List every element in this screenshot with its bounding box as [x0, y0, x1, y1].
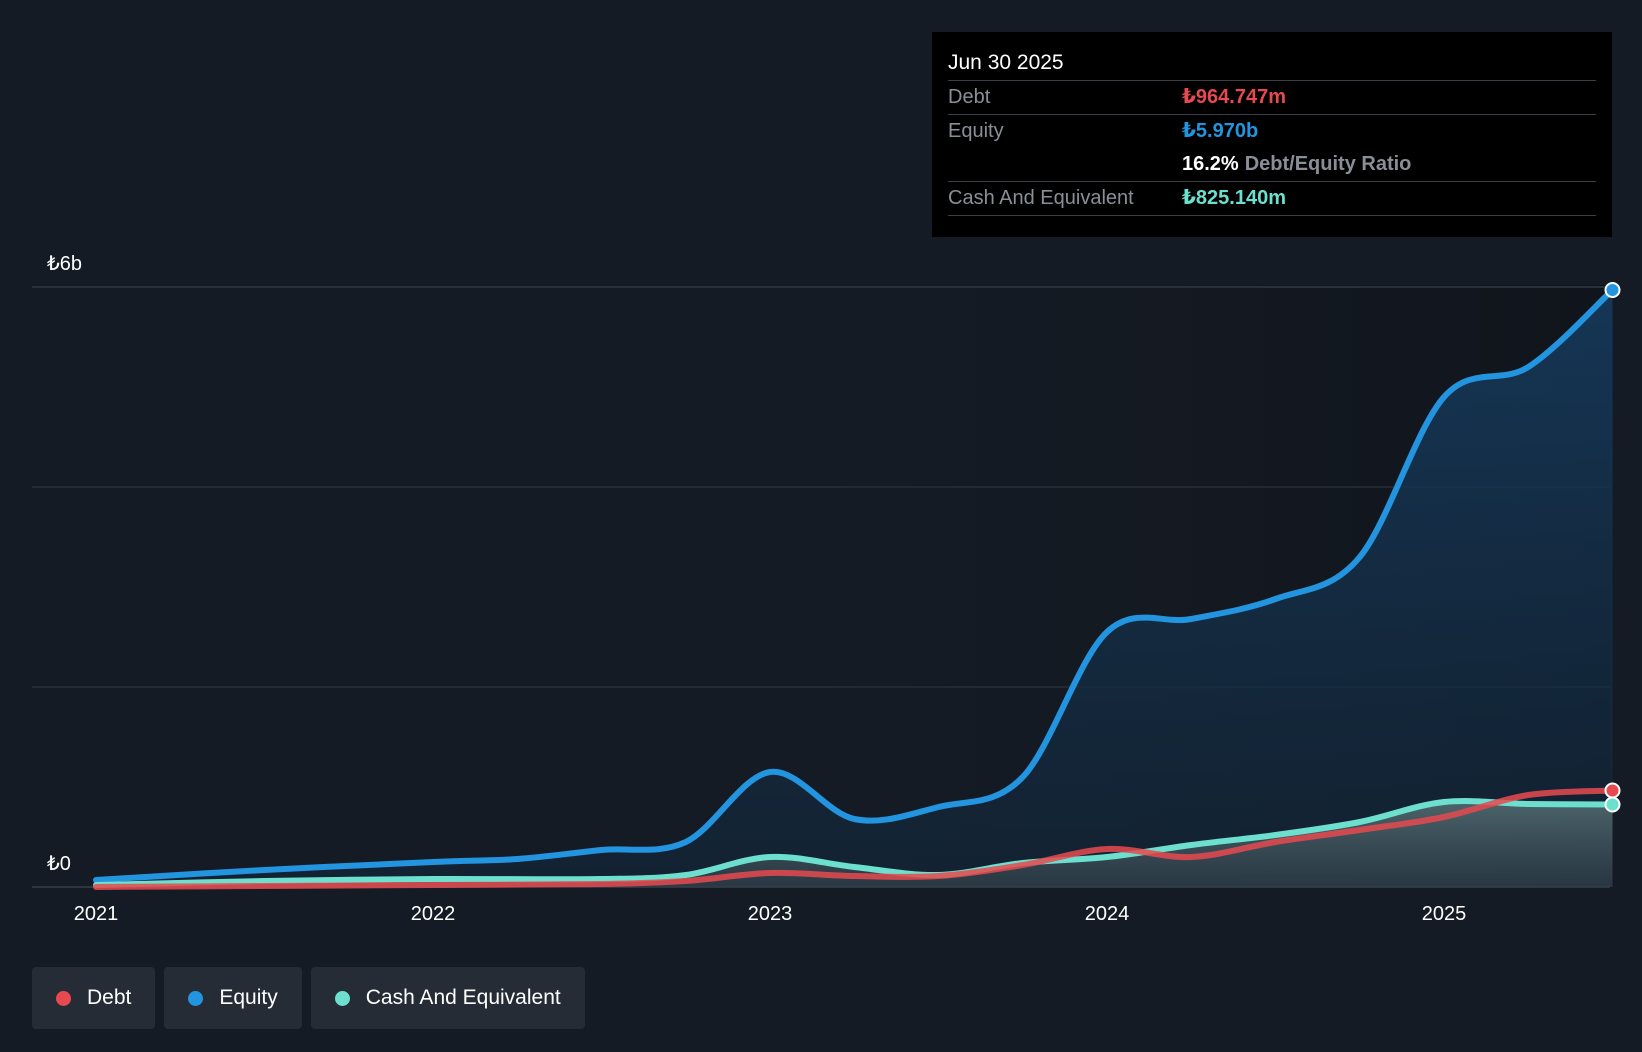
axis-labels: ₺6b ₺0 2021 2022 2023 2024 2025 [47, 253, 1466, 925]
y-tick-label-zero: ₺0 [47, 853, 71, 875]
legend-label-cash: Cash And Equivalent [365, 986, 561, 1009]
series-lines [93, 287, 1616, 890]
tooltip-cash-value: ₺825.140m [1182, 187, 1286, 209]
x-tick-label-2021: 2021 [74, 903, 119, 925]
tooltip-debt-row: Debt ₺964.747m [948, 81, 1596, 115]
x-tick-label-2025: 2025 [1422, 903, 1467, 925]
end-marker-cash-and-equivalent [1604, 796, 1621, 813]
series-line-equity [93, 287, 1616, 883]
tooltip-cash-label: Cash And Equivalent [948, 187, 1134, 209]
area-fills [96, 290, 1613, 887]
legend-item-debt[interactable]: Debt [32, 967, 156, 1029]
y-tick-label-top: ₺6b [47, 253, 82, 275]
area-cash-and-equivalent [96, 800, 1613, 887]
tooltip-equity-row: Equity ₺5.970b [948, 115, 1596, 148]
debt-dot-icon [56, 990, 71, 1006]
end-marker-debt [1604, 782, 1621, 799]
equity-dot-icon [188, 990, 204, 1006]
tooltip-debt-value: ₺964.747m [1182, 86, 1286, 108]
cash-dot-icon [334, 990, 350, 1006]
legend-label-equity: Equity [219, 986, 278, 1009]
tooltip-cash-row: Cash And Equivalent ₺825.140m [948, 182, 1596, 216]
tooltip-equity-label: Equity [948, 120, 1004, 142]
tooltip-ratio-spacer [948, 148, 1182, 181]
x-tick-label-2022: 2022 [411, 903, 456, 925]
end-markers [1604, 282, 1621, 813]
legend-item-cash[interactable]: Cash And Equivalent [310, 967, 585, 1029]
series-line-debt [93, 787, 1616, 890]
tooltip-ratio-row: 16.2% Debt/Equity Ratio [948, 148, 1596, 182]
tooltip-date: Jun 30 2025 [948, 46, 1596, 81]
legend-item-equity[interactable]: Equity [164, 967, 302, 1029]
data-tooltip: Jun 30 2025 Debt ₺964.747m Equity ₺5.970… [932, 32, 1612, 237]
end-marker-equity [1604, 282, 1621, 298]
tooltip-debt-label: Debt [948, 86, 991, 108]
x-tick-label-2024: 2024 [1085, 903, 1130, 925]
area-equity [96, 290, 1613, 887]
chart-legend: Debt Equity Cash And Equivalent [32, 967, 585, 1029]
tooltip-ratio-value: 16.2% [1182, 153, 1239, 175]
x-tick-label-2023: 2023 [748, 903, 793, 925]
tooltip-equity-value: ₺5.970b [1182, 120, 1259, 142]
tooltip-ratio-label: Debt/Equity Ratio [1244, 153, 1412, 175]
legend-label-debt: Debt [87, 986, 132, 1009]
